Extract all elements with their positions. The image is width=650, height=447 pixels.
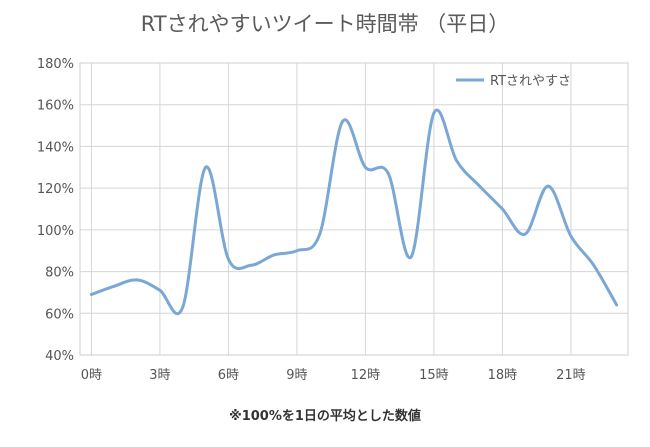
series-layer xyxy=(89,108,619,316)
x-tick-label: 9時 xyxy=(286,368,307,383)
y-tick-label: 180% xyxy=(37,57,74,72)
y-tick-label: 60% xyxy=(45,307,74,322)
data-point xyxy=(227,257,230,261)
data-point xyxy=(569,234,573,238)
x-tick-label: 12時 xyxy=(351,368,381,383)
y-tick-label: 120% xyxy=(37,182,74,197)
x-tick-label: 3時 xyxy=(149,368,170,383)
data-point xyxy=(409,255,413,259)
x-tick-label: 6時 xyxy=(218,368,239,383)
data-point xyxy=(181,305,185,309)
x-tick-label: 0時 xyxy=(81,368,102,383)
data-point xyxy=(318,232,322,236)
y-tick-label: 80% xyxy=(45,266,74,281)
data-point xyxy=(523,232,527,236)
y-tick-label: 40% xyxy=(45,349,74,364)
data-point xyxy=(204,165,208,169)
data-point xyxy=(90,293,93,296)
chart-title: RTされやすいツイート時間帯 （平日） xyxy=(141,12,510,36)
x-axis-ticks: 0時 3時 6時 9時 12時 15時 18時 21時 xyxy=(81,368,586,383)
data-point xyxy=(546,184,550,188)
y-tick-label: 140% xyxy=(37,140,74,155)
y-axis-ticks: 40% 60% 80% 100% 120% 140% 160% 180% xyxy=(37,57,74,364)
data-point xyxy=(386,172,390,175)
data-point xyxy=(272,253,276,257)
plot-area xyxy=(79,62,629,356)
data-point xyxy=(158,288,162,292)
gridlines xyxy=(80,62,628,356)
x-tick-label: 18時 xyxy=(488,368,518,383)
data-point xyxy=(341,120,344,123)
data-point xyxy=(112,284,116,288)
data-point xyxy=(478,184,481,188)
data-point xyxy=(615,303,618,307)
data-point xyxy=(295,249,299,253)
legend: RTされやすさ xyxy=(456,74,571,89)
data-point xyxy=(135,278,139,282)
data-point xyxy=(249,263,253,267)
data-point xyxy=(432,111,436,115)
chart-note: ※100%を1日の平均とした数値 xyxy=(229,408,421,424)
data-point xyxy=(501,207,504,211)
y-tick-label: 100% xyxy=(37,224,74,239)
y-tick-label: 160% xyxy=(37,99,74,114)
x-tick-label: 15時 xyxy=(419,368,449,383)
series-line xyxy=(89,108,619,316)
x-tick-label: 21時 xyxy=(556,368,586,383)
data-point xyxy=(592,263,596,267)
legend-label: RTされやすさ xyxy=(490,74,571,89)
data-point xyxy=(364,165,367,169)
data-point xyxy=(455,159,459,163)
